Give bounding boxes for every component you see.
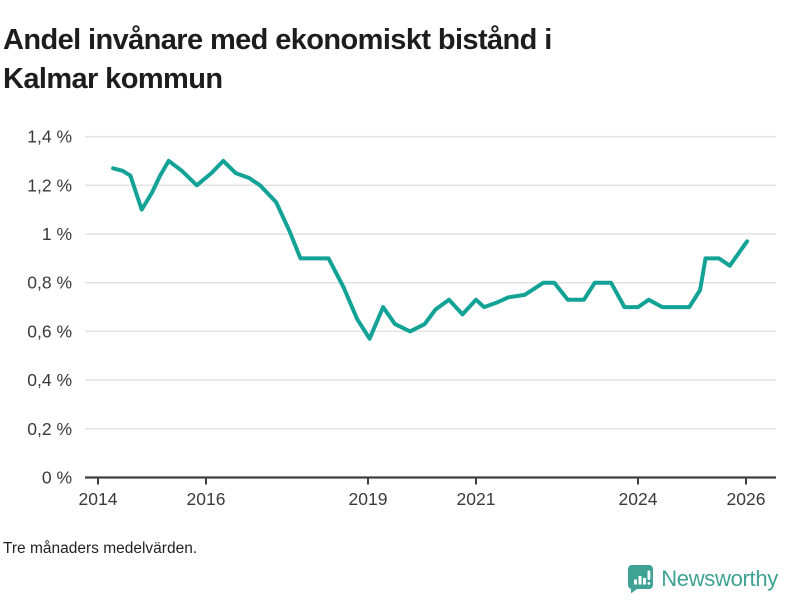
x-tick-label: 2019 bbox=[349, 489, 388, 509]
x-tick-label: 2026 bbox=[727, 489, 766, 509]
newsworthy-logo-text: Newsworthy bbox=[661, 565, 778, 591]
newsworthy-bars-icon bbox=[628, 565, 654, 593]
y-tick-label: 1,2 % bbox=[27, 175, 72, 195]
x-tick-label: 2021 bbox=[457, 489, 496, 509]
chart-footnote: Tre månaders medelvärden. bbox=[3, 540, 198, 557]
y-tick-label: 1 % bbox=[42, 224, 72, 244]
x-tick-label: 2014 bbox=[79, 489, 118, 509]
data-line bbox=[111, 158, 750, 341]
y-tick-label: 1,4 % bbox=[27, 127, 72, 147]
y-tick-label: 0 % bbox=[42, 468, 72, 488]
y-tick-label: 0,4 % bbox=[27, 370, 72, 390]
y-tick-label: 0,8 % bbox=[27, 273, 72, 293]
y-tick-label: 0,2 % bbox=[27, 419, 72, 439]
newsworthy-logo[interactable]: Newsworthy bbox=[627, 564, 778, 593]
page-title: Andel invånare med ekonomiskt bistånd i … bbox=[3, 24, 552, 95]
x-tick-label: 2024 bbox=[619, 489, 658, 509]
y-tick-label: 0,6 % bbox=[27, 321, 72, 341]
x-tick-label: 2016 bbox=[187, 489, 226, 509]
